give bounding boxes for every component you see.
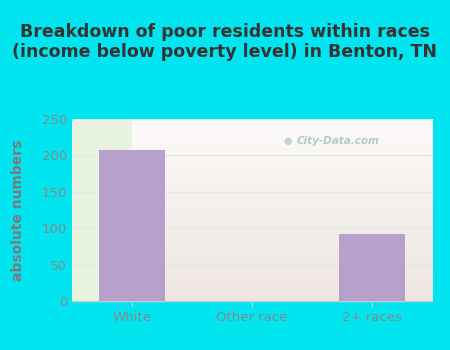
Text: absolute numbers: absolute numbers	[11, 139, 25, 281]
Text: City-Data.com: City-Data.com	[297, 136, 380, 146]
Bar	[99, 150, 165, 301]
Text: Breakdown of poor residents within races
(income below poverty level) in Benton,: Breakdown of poor residents within races…	[13, 23, 437, 61]
Bar	[339, 234, 405, 301]
Text: ●: ●	[284, 136, 292, 146]
